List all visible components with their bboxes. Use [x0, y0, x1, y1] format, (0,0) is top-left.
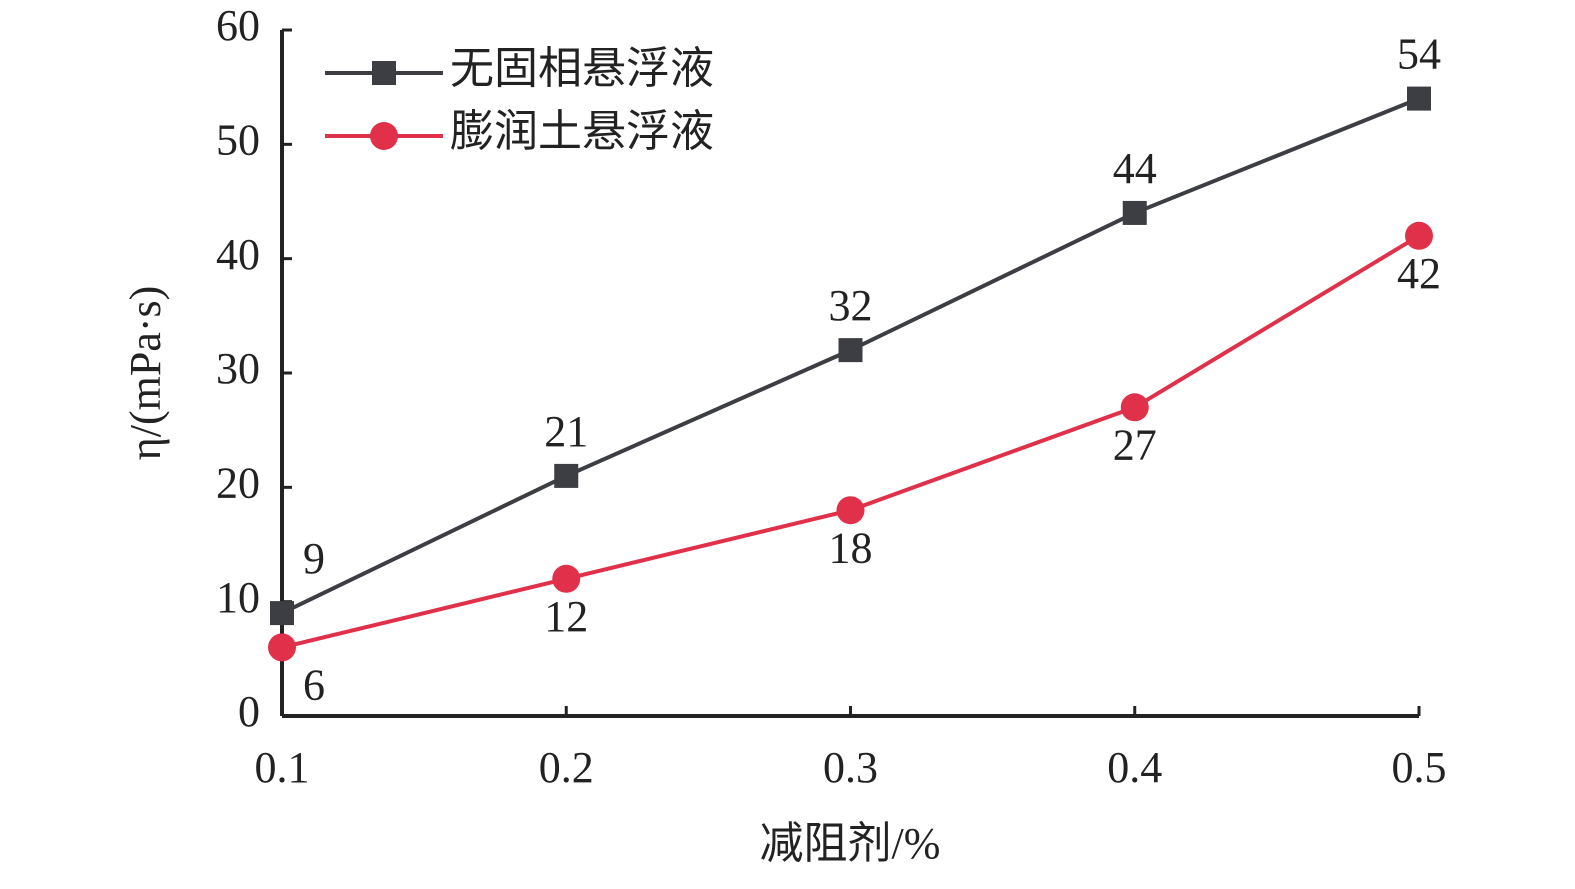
x-tick-label: 0.4 [1107, 743, 1162, 792]
x-tick-label: 0.5 [1392, 743, 1447, 792]
y-tick-label: 60 [216, 1, 260, 50]
data-label: 54 [1397, 30, 1441, 79]
point [268, 633, 296, 662]
y-tick-label: 50 [216, 115, 260, 164]
x-tick-label: 0.2 [539, 743, 594, 792]
y-tick-label: 20 [216, 458, 260, 507]
data-label: 12 [544, 592, 588, 641]
point [552, 564, 581, 593]
data-label: 44 [1113, 144, 1157, 193]
point [1405, 221, 1433, 250]
point [1122, 200, 1147, 225]
data-label: 18 [829, 523, 873, 572]
legend-marker [372, 61, 396, 85]
data-label: 32 [829, 281, 873, 330]
point [836, 496, 865, 525]
point [554, 463, 579, 488]
x-axis-label: 减阻剂/% [760, 819, 941, 868]
data-label: 27 [1113, 420, 1157, 469]
y-tick-label: 10 [216, 573, 260, 622]
legend-label: 无固相悬浮液 [450, 44, 714, 93]
point [1407, 86, 1431, 111]
y-tick-label: 30 [216, 344, 260, 393]
point [838, 338, 863, 363]
y-tick-label: 40 [216, 230, 260, 279]
data-label: 6 [303, 660, 325, 709]
point [1120, 393, 1149, 422]
y-axis-label: η/(mPa·s) [121, 286, 170, 461]
x-tick-label: 0.3 [823, 743, 878, 792]
data-label: 42 [1397, 249, 1441, 298]
data-label: 21 [544, 407, 588, 456]
point [270, 601, 294, 626]
legend-label: 膨润土悬浮液 [450, 107, 714, 156]
x-tick-label: 0.1 [255, 743, 310, 792]
y-tick-label: 0 [238, 687, 260, 736]
data-label: 9 [303, 534, 325, 583]
legend-marker [370, 122, 398, 150]
